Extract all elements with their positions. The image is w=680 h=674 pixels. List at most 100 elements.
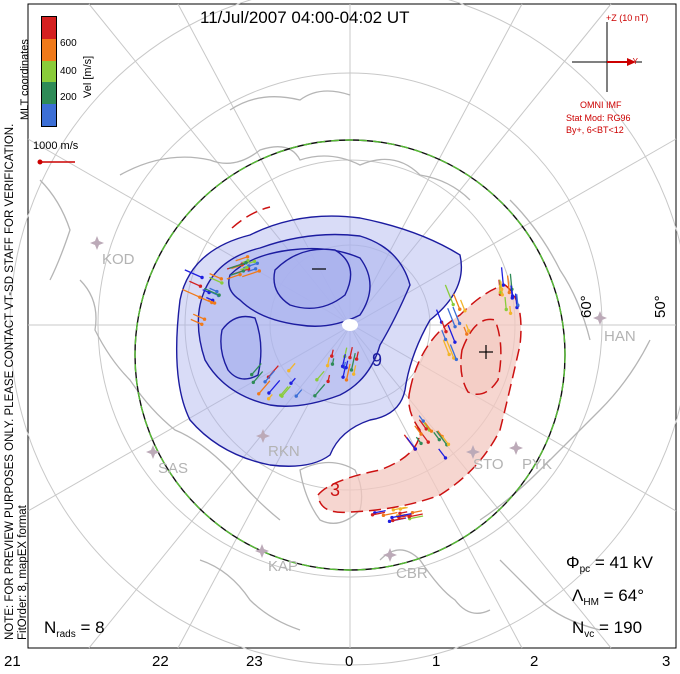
velocity-vector bbox=[314, 383, 326, 397]
colorbar-band bbox=[42, 17, 56, 39]
vector-origin-dot bbox=[419, 441, 423, 446]
vector-origin-dot bbox=[212, 301, 217, 305]
mlt-label-1: 1 bbox=[432, 653, 441, 670]
hm-boundary-dash bbox=[134, 139, 566, 571]
vector-origin-dot bbox=[453, 324, 457, 329]
latitude-label-50: 50° bbox=[652, 295, 669, 318]
velocity-vector bbox=[192, 313, 205, 320]
velocity-vector bbox=[435, 309, 443, 323]
velocity-vector bbox=[350, 353, 356, 371]
vector-origin-dot bbox=[398, 507, 403, 511]
latitude-label-60: 60° bbox=[578, 295, 595, 318]
vector-origin-dot bbox=[421, 419, 425, 423]
imf-condition: By+, 6<BT<12 bbox=[566, 125, 624, 135]
vector-origin-dot bbox=[398, 511, 402, 515]
station-cbr: CBR bbox=[396, 565, 428, 582]
vector-origin-dot bbox=[458, 307, 462, 311]
vector-origin-dot bbox=[330, 362, 335, 366]
vector-origin-dot bbox=[349, 368, 354, 372]
vector-origin-dot bbox=[501, 283, 506, 287]
vector-origin-dot bbox=[437, 437, 441, 442]
velocity-vector bbox=[251, 363, 262, 376]
imf-stat-mod: Stat Mod: RG96 bbox=[566, 113, 631, 123]
nvc-symbol: N bbox=[572, 618, 585, 637]
station-pyk: PYK bbox=[522, 456, 553, 473]
velocity-vector bbox=[316, 370, 325, 381]
hm-latitude: ΛHM = 64° bbox=[572, 586, 644, 608]
vector-origin-dot bbox=[287, 369, 291, 373]
vector-origin-dot bbox=[257, 269, 262, 273]
vector-origin-dot bbox=[390, 515, 394, 520]
vector-origin-dot bbox=[257, 392, 261, 396]
vector-origin-dot bbox=[508, 311, 513, 315]
vector-origin-dot bbox=[250, 372, 254, 377]
vector-origin-dot bbox=[267, 391, 271, 395]
velocity-vector bbox=[184, 269, 203, 279]
velocity-vector bbox=[447, 324, 456, 343]
colorbar-band bbox=[42, 60, 56, 83]
lambda-symbol: Λ bbox=[572, 586, 584, 605]
mlt-label-0: 0 bbox=[345, 653, 354, 670]
velocity-vector bbox=[209, 276, 223, 284]
velocity-vectors bbox=[182, 255, 520, 524]
vector-origin-dot bbox=[215, 289, 219, 294]
colorbar-tick-400: 400 bbox=[60, 66, 77, 77]
velocity-vector bbox=[510, 285, 513, 299]
velocity-vector bbox=[280, 386, 289, 396]
vector-origin-dot bbox=[241, 269, 246, 273]
cross-polar-potential: Φpc = 41 kV bbox=[566, 553, 653, 575]
velocity-vector bbox=[452, 293, 461, 310]
velocity-vector bbox=[398, 514, 412, 519]
velocity-vector bbox=[246, 262, 258, 268]
velocity-vector bbox=[444, 284, 454, 305]
vector-origin-dot bbox=[447, 352, 451, 357]
positive-potential-cell bbox=[231, 206, 522, 514]
colorbar-band bbox=[42, 82, 56, 105]
vector-origin-dot bbox=[344, 365, 348, 370]
velocity-vector bbox=[459, 299, 466, 311]
velocity-vector bbox=[281, 385, 291, 397]
velocity-vector bbox=[447, 308, 456, 327]
vector-origin-dot bbox=[344, 378, 349, 382]
velocity-vector bbox=[436, 430, 448, 446]
mlt-label-23: 23 bbox=[246, 653, 263, 670]
velocity-vector bbox=[345, 363, 351, 381]
vector-origin-dot bbox=[198, 284, 203, 288]
velocity-vector bbox=[438, 448, 446, 459]
mlt-label-2: 2 bbox=[530, 653, 539, 670]
vector-origin-dot bbox=[253, 267, 258, 271]
velocity-vector bbox=[264, 370, 275, 383]
velocity-vector bbox=[182, 288, 201, 298]
vector-origin-dot bbox=[294, 394, 298, 398]
velocity-vector bbox=[226, 273, 241, 280]
vector-origin-dot bbox=[391, 518, 395, 523]
velocity-vector bbox=[392, 517, 406, 522]
negative-potential-cell bbox=[175, 215, 462, 467]
velocity-vector bbox=[235, 256, 248, 262]
velocity-vector bbox=[209, 273, 222, 280]
vector-origin-dot bbox=[217, 293, 221, 297]
velocity-vector bbox=[452, 306, 461, 324]
station-rkn: RKN bbox=[268, 443, 300, 460]
velocity-vector bbox=[341, 353, 346, 367]
colorbar-tick-600: 600 bbox=[60, 38, 77, 49]
velocity-vector bbox=[229, 262, 247, 269]
vector-origin-dot bbox=[516, 303, 520, 307]
velocity-vector bbox=[442, 339, 450, 355]
nvc-subscript: vc bbox=[584, 629, 595, 640]
vector-origin-dot bbox=[419, 432, 423, 436]
vector-origin-dot bbox=[266, 396, 271, 401]
phi-symbol: Φ bbox=[566, 553, 580, 572]
vector-origin-dot bbox=[370, 513, 375, 517]
lambda-value: = 64° bbox=[603, 586, 645, 605]
velocity-vector bbox=[231, 264, 243, 270]
vector-origin-dot bbox=[510, 296, 515, 300]
vector-origin-dot bbox=[451, 302, 455, 307]
vector-origin-dot bbox=[354, 357, 359, 361]
vector-origin-dot bbox=[504, 307, 508, 312]
imf-y-label: +Y bbox=[628, 57, 639, 66]
vector-origin-dot bbox=[444, 329, 448, 334]
velocity-vector bbox=[516, 294, 519, 306]
vector-origin-dot bbox=[245, 265, 249, 270]
